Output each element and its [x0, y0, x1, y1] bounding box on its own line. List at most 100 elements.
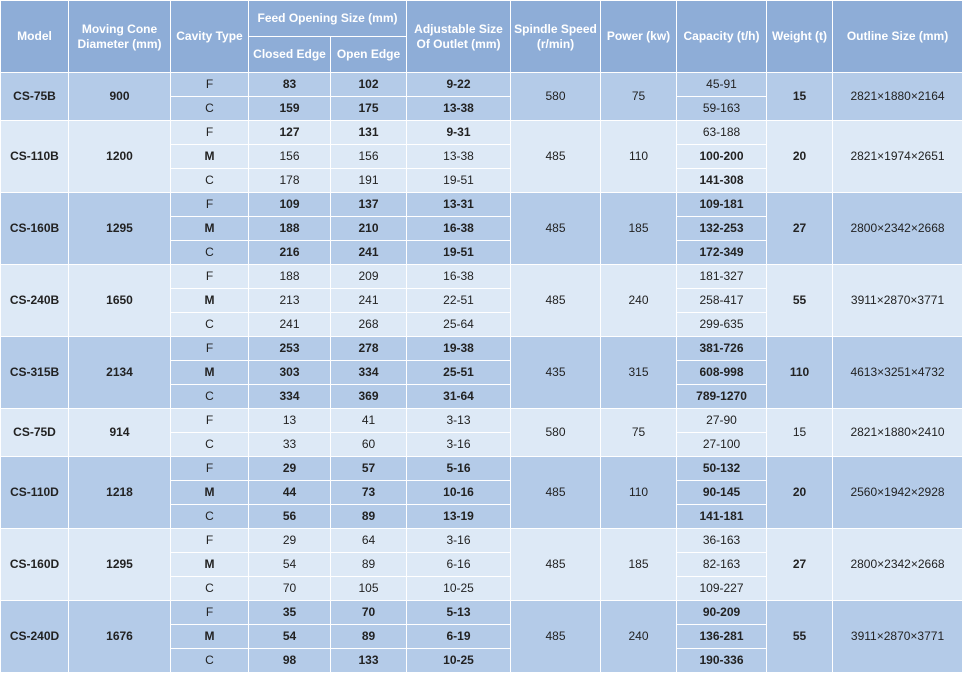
- cavity-cell: C: [170, 168, 249, 193]
- outline-cell: 2821×1880×2410: [832, 408, 964, 457]
- cavity-cell: C: [170, 648, 249, 673]
- closed-edge-cell: 54: [248, 624, 331, 649]
- header-adjustable-size: Adjustable Size Of Outlet (mm): [406, 0, 512, 73]
- power-cell: 110: [600, 120, 678, 193]
- table-row: C 241 268 25-64 299-635: [1, 312, 963, 337]
- table-row: M 54 89 6-19 136-281: [1, 624, 963, 649]
- model-cell: CS-75D: [0, 408, 69, 457]
- capacity-cell: 27-100: [676, 432, 768, 457]
- open-edge-cell: 241: [329, 240, 408, 265]
- cavity-cell: M: [170, 480, 249, 505]
- table-row: CS-160D 1295 F 29 64 3-16 485 185 36-163…: [0, 528, 964, 601]
- table-row: CS-160B 1295 F 109 137 13-31 485 185 109…: [0, 192, 964, 265]
- diameter-cell: 900: [68, 72, 171, 121]
- capacity-cell: 82-163: [676, 552, 768, 577]
- table-row: CS-75B 900 F 83 102 9-22 580 75 45-91 15…: [0, 72, 964, 121]
- weight-cell: 27: [766, 192, 834, 265]
- model-group: CS-240B 1650 F 188 209 16-38 485 240 181…: [0, 264, 964, 337]
- outline-cell: 2821×1974×2651: [832, 120, 964, 193]
- power-cell: 110: [600, 456, 678, 529]
- cavity-cell: M: [170, 288, 249, 313]
- diameter-cell: 1650: [68, 264, 171, 337]
- model-cell: CS-240D: [0, 600, 69, 673]
- adjustable-cell: 22-51: [406, 288, 512, 313]
- capacity-cell: 109-227: [676, 576, 768, 601]
- open-edge-cell: 241: [329, 288, 408, 313]
- adjustable-cell: 3-13: [406, 408, 512, 433]
- capacity-cell: 90-209: [676, 600, 768, 625]
- open-edge-cell: 60: [329, 432, 408, 457]
- closed-edge-cell: 70: [248, 576, 331, 601]
- power-cell: 240: [600, 600, 678, 673]
- outline-cell: 2800×2342×2668: [832, 528, 964, 601]
- model-group: CS-110B 1200 F 127 131 9-31 485 110 63-1…: [0, 120, 964, 193]
- capacity-cell: 132-253: [676, 216, 768, 241]
- cavity-cell: M: [170, 216, 249, 241]
- open-edge-cell: 133: [329, 648, 408, 673]
- table-row: M 44 73 10-16 90-145: [1, 480, 963, 505]
- open-edge-cell: 209: [329, 264, 408, 289]
- outline-cell: 3911×2870×3771: [832, 264, 964, 337]
- diameter-cell: 2134: [68, 336, 171, 409]
- capacity-cell: 608-998: [676, 360, 768, 385]
- cavity-cell: F: [170, 120, 249, 145]
- cavity-cell: F: [170, 72, 249, 97]
- closed-edge-cell: 109: [248, 192, 331, 217]
- cavity-cell: C: [170, 432, 249, 457]
- capacity-cell: 59-163: [676, 96, 768, 121]
- adjustable-cell: 13-19: [406, 504, 512, 529]
- capacity-cell: 90-145: [676, 480, 768, 505]
- capacity-cell: 190-336: [676, 648, 768, 673]
- table-row: M 303 334 25-51 608-998: [1, 360, 963, 385]
- closed-edge-cell: 188: [248, 264, 331, 289]
- model-cell: CS-315B: [0, 336, 69, 409]
- header-open-edge: Open Edge: [329, 36, 408, 73]
- diameter-cell: 1218: [68, 456, 171, 529]
- closed-edge-cell: 33: [248, 432, 331, 457]
- adjustable-cell: 19-51: [406, 168, 512, 193]
- table-row: CS-110B 1200 F 127 131 9-31 485 110 63-1…: [0, 120, 964, 193]
- capacity-cell: 50-132: [676, 456, 768, 481]
- table-header: Model Moving Cone Diameter (mm) Cavity T…: [0, 0, 964, 73]
- header-weight: Weight (t): [766, 0, 834, 73]
- closed-edge-cell: 35: [248, 600, 331, 625]
- adjustable-cell: 25-51: [406, 360, 512, 385]
- adjustable-cell: 16-38: [406, 264, 512, 289]
- cavity-cell: C: [170, 240, 249, 265]
- adjustable-cell: 13-38: [406, 144, 512, 169]
- open-edge-cell: 102: [329, 72, 408, 97]
- capacity-cell: 109-181: [676, 192, 768, 217]
- diameter-cell: 1200: [68, 120, 171, 193]
- cavity-cell: C: [170, 96, 249, 121]
- cavity-cell: F: [170, 192, 249, 217]
- speed-cell: 485: [510, 192, 602, 265]
- weight-cell: 15: [766, 72, 834, 121]
- table-row: C 334 369 31-64 789-1270: [1, 384, 963, 409]
- table-row: M 54 89 6-16 82-163: [1, 552, 963, 577]
- table-row: M 156 156 13-38 100-200: [1, 144, 963, 169]
- capacity-cell: 141-308: [676, 168, 768, 193]
- cavity-cell: M: [170, 552, 249, 577]
- closed-edge-cell: 253: [248, 336, 331, 361]
- capacity-cell: 299-635: [676, 312, 768, 337]
- adjustable-cell: 13-31: [406, 192, 512, 217]
- adjustable-cell: 6-16: [406, 552, 512, 577]
- capacity-cell: 141-181: [676, 504, 768, 529]
- capacity-cell: 45-91: [676, 72, 768, 97]
- table-row: C 159 175 13-38 59-163: [1, 96, 963, 121]
- open-edge-cell: 156: [329, 144, 408, 169]
- model-cell: CS-240B: [0, 264, 69, 337]
- power-cell: 185: [600, 192, 678, 265]
- model-group: CS-75D 914 F 13 41 3-13 580 75 27-90 15 …: [0, 408, 964, 457]
- open-edge-cell: 89: [329, 504, 408, 529]
- adjustable-cell: 3-16: [406, 432, 512, 457]
- outline-cell: 3911×2870×3771: [832, 600, 964, 673]
- closed-edge-cell: 159: [248, 96, 331, 121]
- speed-cell: 485: [510, 120, 602, 193]
- model-group: CS-75B 900 F 83 102 9-22 580 75 45-91 15…: [0, 72, 964, 121]
- adjustable-cell: 10-16: [406, 480, 512, 505]
- speed-cell: 435: [510, 336, 602, 409]
- closed-edge-cell: 216: [248, 240, 331, 265]
- power-cell: 75: [600, 72, 678, 121]
